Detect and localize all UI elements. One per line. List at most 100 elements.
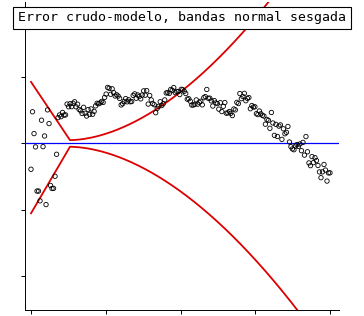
Point (139, 93, 145, 98)
Point (189, 102, 195, 107)
Point (281, 126, 286, 131)
Point (213, 100, 219, 106)
Point (31, 131, 37, 136)
Point (72, 99, 78, 104)
Point (243, 98, 249, 103)
Point (291, 147, 297, 152)
Point (43, 202, 49, 207)
Point (28, 167, 34, 172)
Point (40, 144, 46, 149)
Point (66, 104, 71, 109)
Point (136, 94, 142, 99)
Point (317, 169, 323, 174)
Point (36, 189, 41, 194)
Point (297, 142, 303, 147)
Point (148, 97, 154, 102)
Point (81, 105, 87, 110)
Point (284, 130, 289, 135)
Point (162, 97, 168, 102)
Point (171, 85, 177, 90)
Point (58, 114, 64, 119)
Point (306, 161, 312, 166)
Point (264, 117, 270, 122)
Point (90, 112, 95, 117)
Point (294, 142, 300, 147)
Point (246, 95, 252, 100)
Point (231, 106, 237, 112)
Point (172, 90, 178, 95)
Point (187, 99, 193, 104)
Point (252, 104, 258, 109)
Point (111, 90, 116, 95)
Point (174, 89, 180, 94)
Point (114, 92, 119, 97)
Point (112, 94, 118, 99)
Point (159, 103, 165, 108)
Point (67, 101, 73, 106)
Point (193, 97, 199, 102)
Point (100, 100, 106, 105)
Point (223, 111, 229, 116)
Point (267, 126, 273, 131)
Point (255, 112, 261, 117)
Point (118, 102, 124, 107)
Point (52, 174, 58, 179)
Point (229, 113, 235, 118)
Point (236, 101, 241, 106)
Point (145, 101, 151, 106)
Point (310, 160, 316, 165)
Point (195, 102, 201, 107)
Point (241, 91, 247, 96)
Point (141, 88, 147, 93)
Point (277, 122, 283, 127)
Point (262, 122, 268, 127)
Point (91, 109, 97, 114)
Point (166, 91, 172, 96)
Point (205, 96, 211, 101)
Point (261, 113, 267, 118)
Point (45, 107, 51, 112)
Point (64, 101, 70, 106)
Point (258, 111, 264, 116)
Point (63, 112, 68, 118)
Point (219, 109, 225, 114)
Point (105, 85, 111, 90)
Point (154, 106, 160, 111)
Point (54, 152, 59, 157)
Point (181, 89, 187, 94)
Point (144, 88, 150, 93)
Point (240, 94, 246, 99)
Point (282, 131, 288, 136)
Point (296, 144, 301, 149)
Point (225, 110, 231, 115)
Point (226, 109, 232, 114)
Point (51, 186, 56, 191)
Point (108, 92, 114, 97)
Text: Error crudo-modelo, bandas normal sesgada: Error crudo-modelo, bandas normal sesgad… (18, 11, 346, 24)
Point (248, 106, 253, 111)
Point (87, 112, 92, 117)
Point (303, 134, 309, 139)
Point (160, 101, 166, 106)
Point (199, 102, 205, 107)
Point (130, 93, 136, 98)
Point (301, 153, 307, 158)
Point (233, 107, 238, 112)
Point (265, 118, 271, 123)
Point (308, 163, 313, 168)
Point (312, 155, 318, 160)
Point (76, 107, 82, 112)
Point (46, 121, 52, 126)
Point (165, 90, 171, 95)
Point (177, 92, 183, 97)
Point (204, 87, 210, 92)
Point (78, 108, 83, 113)
Point (183, 91, 189, 96)
Point (115, 94, 121, 99)
Point (135, 92, 141, 97)
Point (273, 122, 279, 127)
Point (276, 124, 282, 129)
Point (192, 102, 198, 107)
Point (228, 111, 234, 116)
Point (285, 124, 291, 129)
